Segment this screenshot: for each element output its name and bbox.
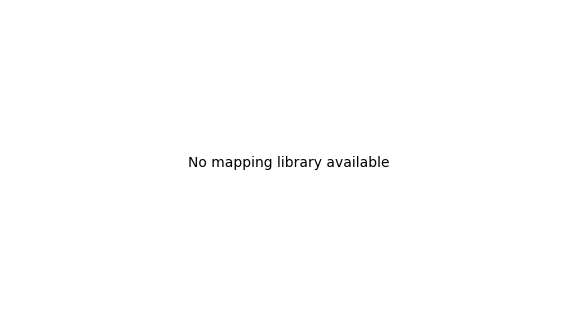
Text: No mapping library available: No mapping library available (188, 156, 389, 170)
